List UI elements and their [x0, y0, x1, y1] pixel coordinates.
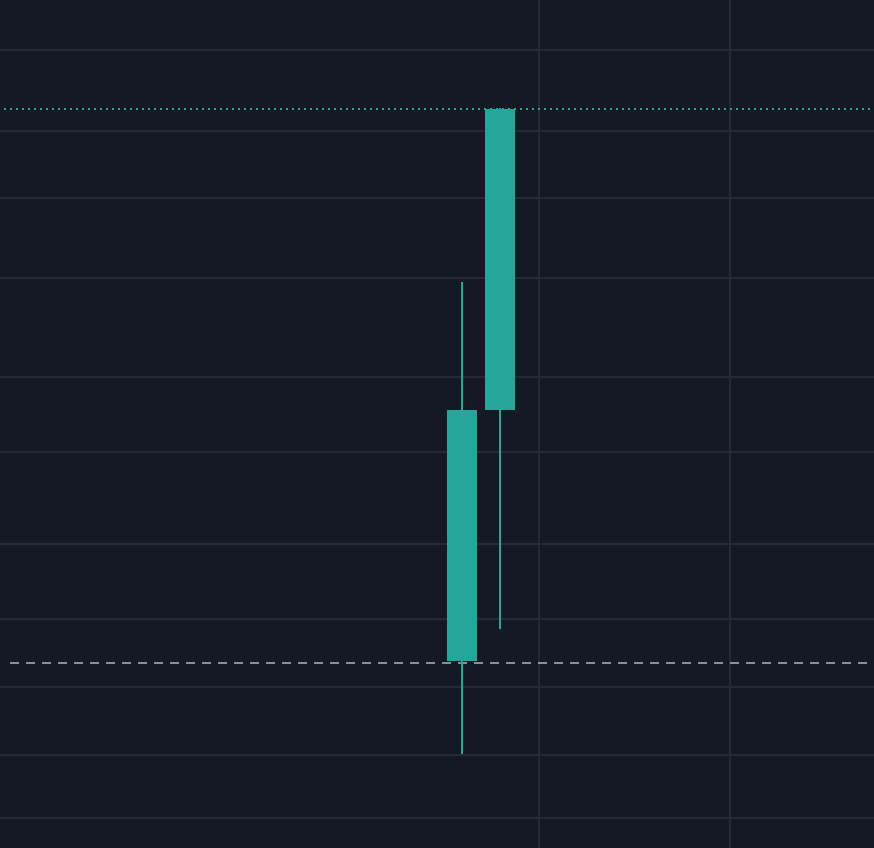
candle-body — [485, 109, 515, 410]
candle-body — [447, 410, 477, 661]
